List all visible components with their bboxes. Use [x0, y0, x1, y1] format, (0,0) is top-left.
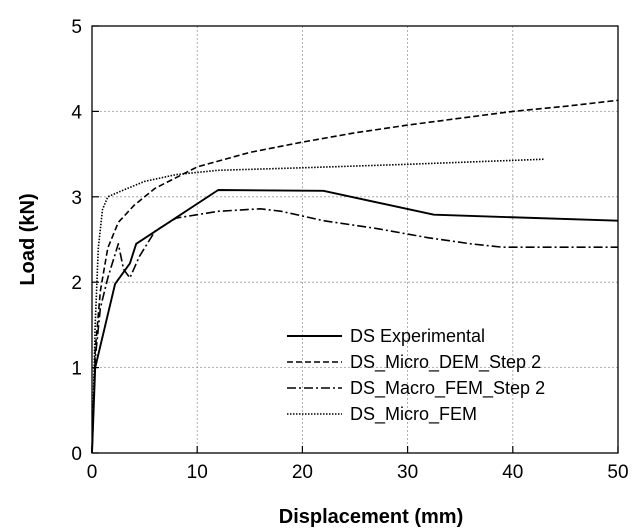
x-axis-title: Displacement (mm): [279, 506, 464, 528]
y-tick-label: 0: [71, 444, 82, 465]
x-tick-label: 10: [187, 462, 208, 483]
series-line-2: [91, 99, 619, 454]
y-tick-label: 2: [71, 273, 82, 294]
x-tick-labels: 0 10 20 30 40 50: [87, 462, 629, 483]
legend: DS Experimental DS_Micro_DEM_Step 2 DS_Mac…: [287, 326, 545, 425]
plot-frame: [91, 25, 619, 454]
legend-label-2: DS_Micro_DEM_Step 2: [350, 352, 541, 373]
y-tick-labels: 0 1 2 3 4 5: [71, 17, 82, 465]
y-axis-title: Load (kN): [17, 193, 39, 285]
series-line-1: [91, 189, 619, 454]
y-tick-label: 5: [71, 17, 82, 38]
legend-label-3: DS_Macro_FEM_Step 2: [350, 378, 545, 399]
x-tick-label: 20: [292, 462, 313, 483]
series-line-4: [91, 158, 545, 454]
y-tick-label: 1: [71, 359, 82, 380]
x-tick-label: 0: [87, 462, 98, 483]
axis-ticks: [91, 25, 619, 454]
x-tick-label: 50: [607, 462, 628, 483]
series-layer: [91, 99, 619, 454]
x-tick-label: 30: [397, 462, 418, 483]
y-tick-label: 3: [71, 188, 82, 209]
x-tick-label: 40: [502, 462, 523, 483]
legend-label-4: DS_Micro_FEM: [350, 404, 477, 425]
series-line-3: [91, 208, 618, 454]
y-tick-label: 4: [71, 102, 82, 123]
grid: [92, 26, 618, 453]
legend-label-1: DS Experimental: [350, 326, 485, 346]
